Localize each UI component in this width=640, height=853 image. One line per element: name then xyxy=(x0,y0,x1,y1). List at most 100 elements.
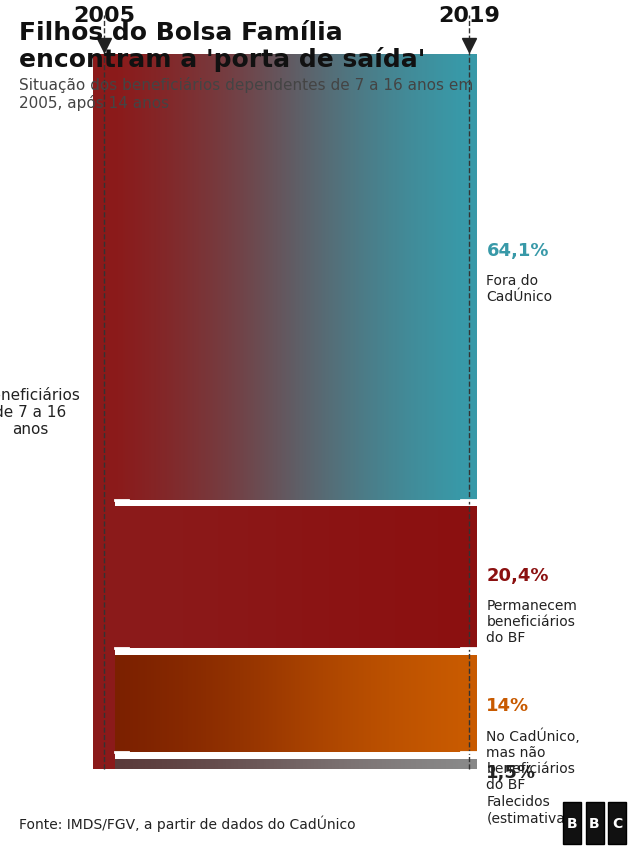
Polygon shape xyxy=(412,758,413,769)
Polygon shape xyxy=(240,758,241,769)
Polygon shape xyxy=(166,655,169,752)
Polygon shape xyxy=(427,758,429,769)
Polygon shape xyxy=(311,655,312,752)
Polygon shape xyxy=(422,655,424,752)
Polygon shape xyxy=(391,507,393,649)
Polygon shape xyxy=(312,758,314,769)
Polygon shape xyxy=(303,758,305,769)
Polygon shape xyxy=(342,55,344,501)
Polygon shape xyxy=(306,655,307,752)
Polygon shape xyxy=(382,55,384,501)
Polygon shape xyxy=(265,507,266,649)
Polygon shape xyxy=(451,758,453,769)
FancyBboxPatch shape xyxy=(608,802,626,844)
Polygon shape xyxy=(257,507,258,649)
Polygon shape xyxy=(393,758,395,769)
Polygon shape xyxy=(429,507,431,649)
Polygon shape xyxy=(353,55,355,501)
Polygon shape xyxy=(316,758,318,769)
Polygon shape xyxy=(344,758,345,769)
Polygon shape xyxy=(190,507,192,649)
Polygon shape xyxy=(348,507,350,649)
Polygon shape xyxy=(163,55,164,501)
Polygon shape xyxy=(294,758,295,769)
Polygon shape xyxy=(156,55,158,501)
Polygon shape xyxy=(142,507,145,649)
Polygon shape xyxy=(328,507,329,649)
Polygon shape xyxy=(228,507,229,649)
Polygon shape xyxy=(303,655,305,752)
Polygon shape xyxy=(216,655,218,752)
Polygon shape xyxy=(373,655,375,752)
Polygon shape xyxy=(246,655,247,752)
Polygon shape xyxy=(158,55,160,501)
Polygon shape xyxy=(387,507,389,649)
Polygon shape xyxy=(397,55,399,501)
Polygon shape xyxy=(364,507,366,649)
Polygon shape xyxy=(232,655,234,752)
Polygon shape xyxy=(401,55,403,501)
Polygon shape xyxy=(424,655,427,752)
Polygon shape xyxy=(330,655,332,752)
Polygon shape xyxy=(308,655,310,752)
Polygon shape xyxy=(120,507,123,649)
Polygon shape xyxy=(448,655,451,752)
Polygon shape xyxy=(145,55,147,501)
Polygon shape xyxy=(289,55,290,501)
Polygon shape xyxy=(268,655,269,752)
Polygon shape xyxy=(277,655,278,752)
Polygon shape xyxy=(175,655,177,752)
Polygon shape xyxy=(215,758,216,769)
Polygon shape xyxy=(380,758,382,769)
Polygon shape xyxy=(190,55,192,501)
Polygon shape xyxy=(453,55,456,501)
Polygon shape xyxy=(264,655,265,752)
Polygon shape xyxy=(145,758,147,769)
Polygon shape xyxy=(303,55,305,501)
Polygon shape xyxy=(351,55,353,501)
Polygon shape xyxy=(281,507,282,649)
Polygon shape xyxy=(185,655,187,752)
Polygon shape xyxy=(280,507,281,649)
Polygon shape xyxy=(268,758,269,769)
Polygon shape xyxy=(405,758,407,769)
Polygon shape xyxy=(135,758,138,769)
Polygon shape xyxy=(375,55,376,501)
Polygon shape xyxy=(427,655,429,752)
Polygon shape xyxy=(298,655,299,752)
Polygon shape xyxy=(324,655,326,752)
Polygon shape xyxy=(441,758,443,769)
Polygon shape xyxy=(201,55,203,501)
Polygon shape xyxy=(261,655,262,752)
Polygon shape xyxy=(254,55,255,501)
Polygon shape xyxy=(342,507,344,649)
Polygon shape xyxy=(255,507,257,649)
Polygon shape xyxy=(262,55,264,501)
Polygon shape xyxy=(351,758,353,769)
Polygon shape xyxy=(441,655,443,752)
Polygon shape xyxy=(131,507,133,649)
Polygon shape xyxy=(308,55,310,501)
Polygon shape xyxy=(294,655,295,752)
Polygon shape xyxy=(185,758,187,769)
Polygon shape xyxy=(250,758,252,769)
Polygon shape xyxy=(314,507,315,649)
Polygon shape xyxy=(261,758,262,769)
Polygon shape xyxy=(358,655,360,752)
Polygon shape xyxy=(258,507,260,649)
Polygon shape xyxy=(376,758,378,769)
Polygon shape xyxy=(163,507,164,649)
Polygon shape xyxy=(319,55,321,501)
Polygon shape xyxy=(240,55,241,501)
Polygon shape xyxy=(221,758,223,769)
Polygon shape xyxy=(306,758,307,769)
Polygon shape xyxy=(420,655,422,752)
Polygon shape xyxy=(322,55,323,501)
Polygon shape xyxy=(429,55,431,501)
Polygon shape xyxy=(339,55,340,501)
Polygon shape xyxy=(200,55,201,501)
Polygon shape xyxy=(330,507,332,649)
Polygon shape xyxy=(420,507,422,649)
Polygon shape xyxy=(234,507,236,649)
Polygon shape xyxy=(371,55,373,501)
